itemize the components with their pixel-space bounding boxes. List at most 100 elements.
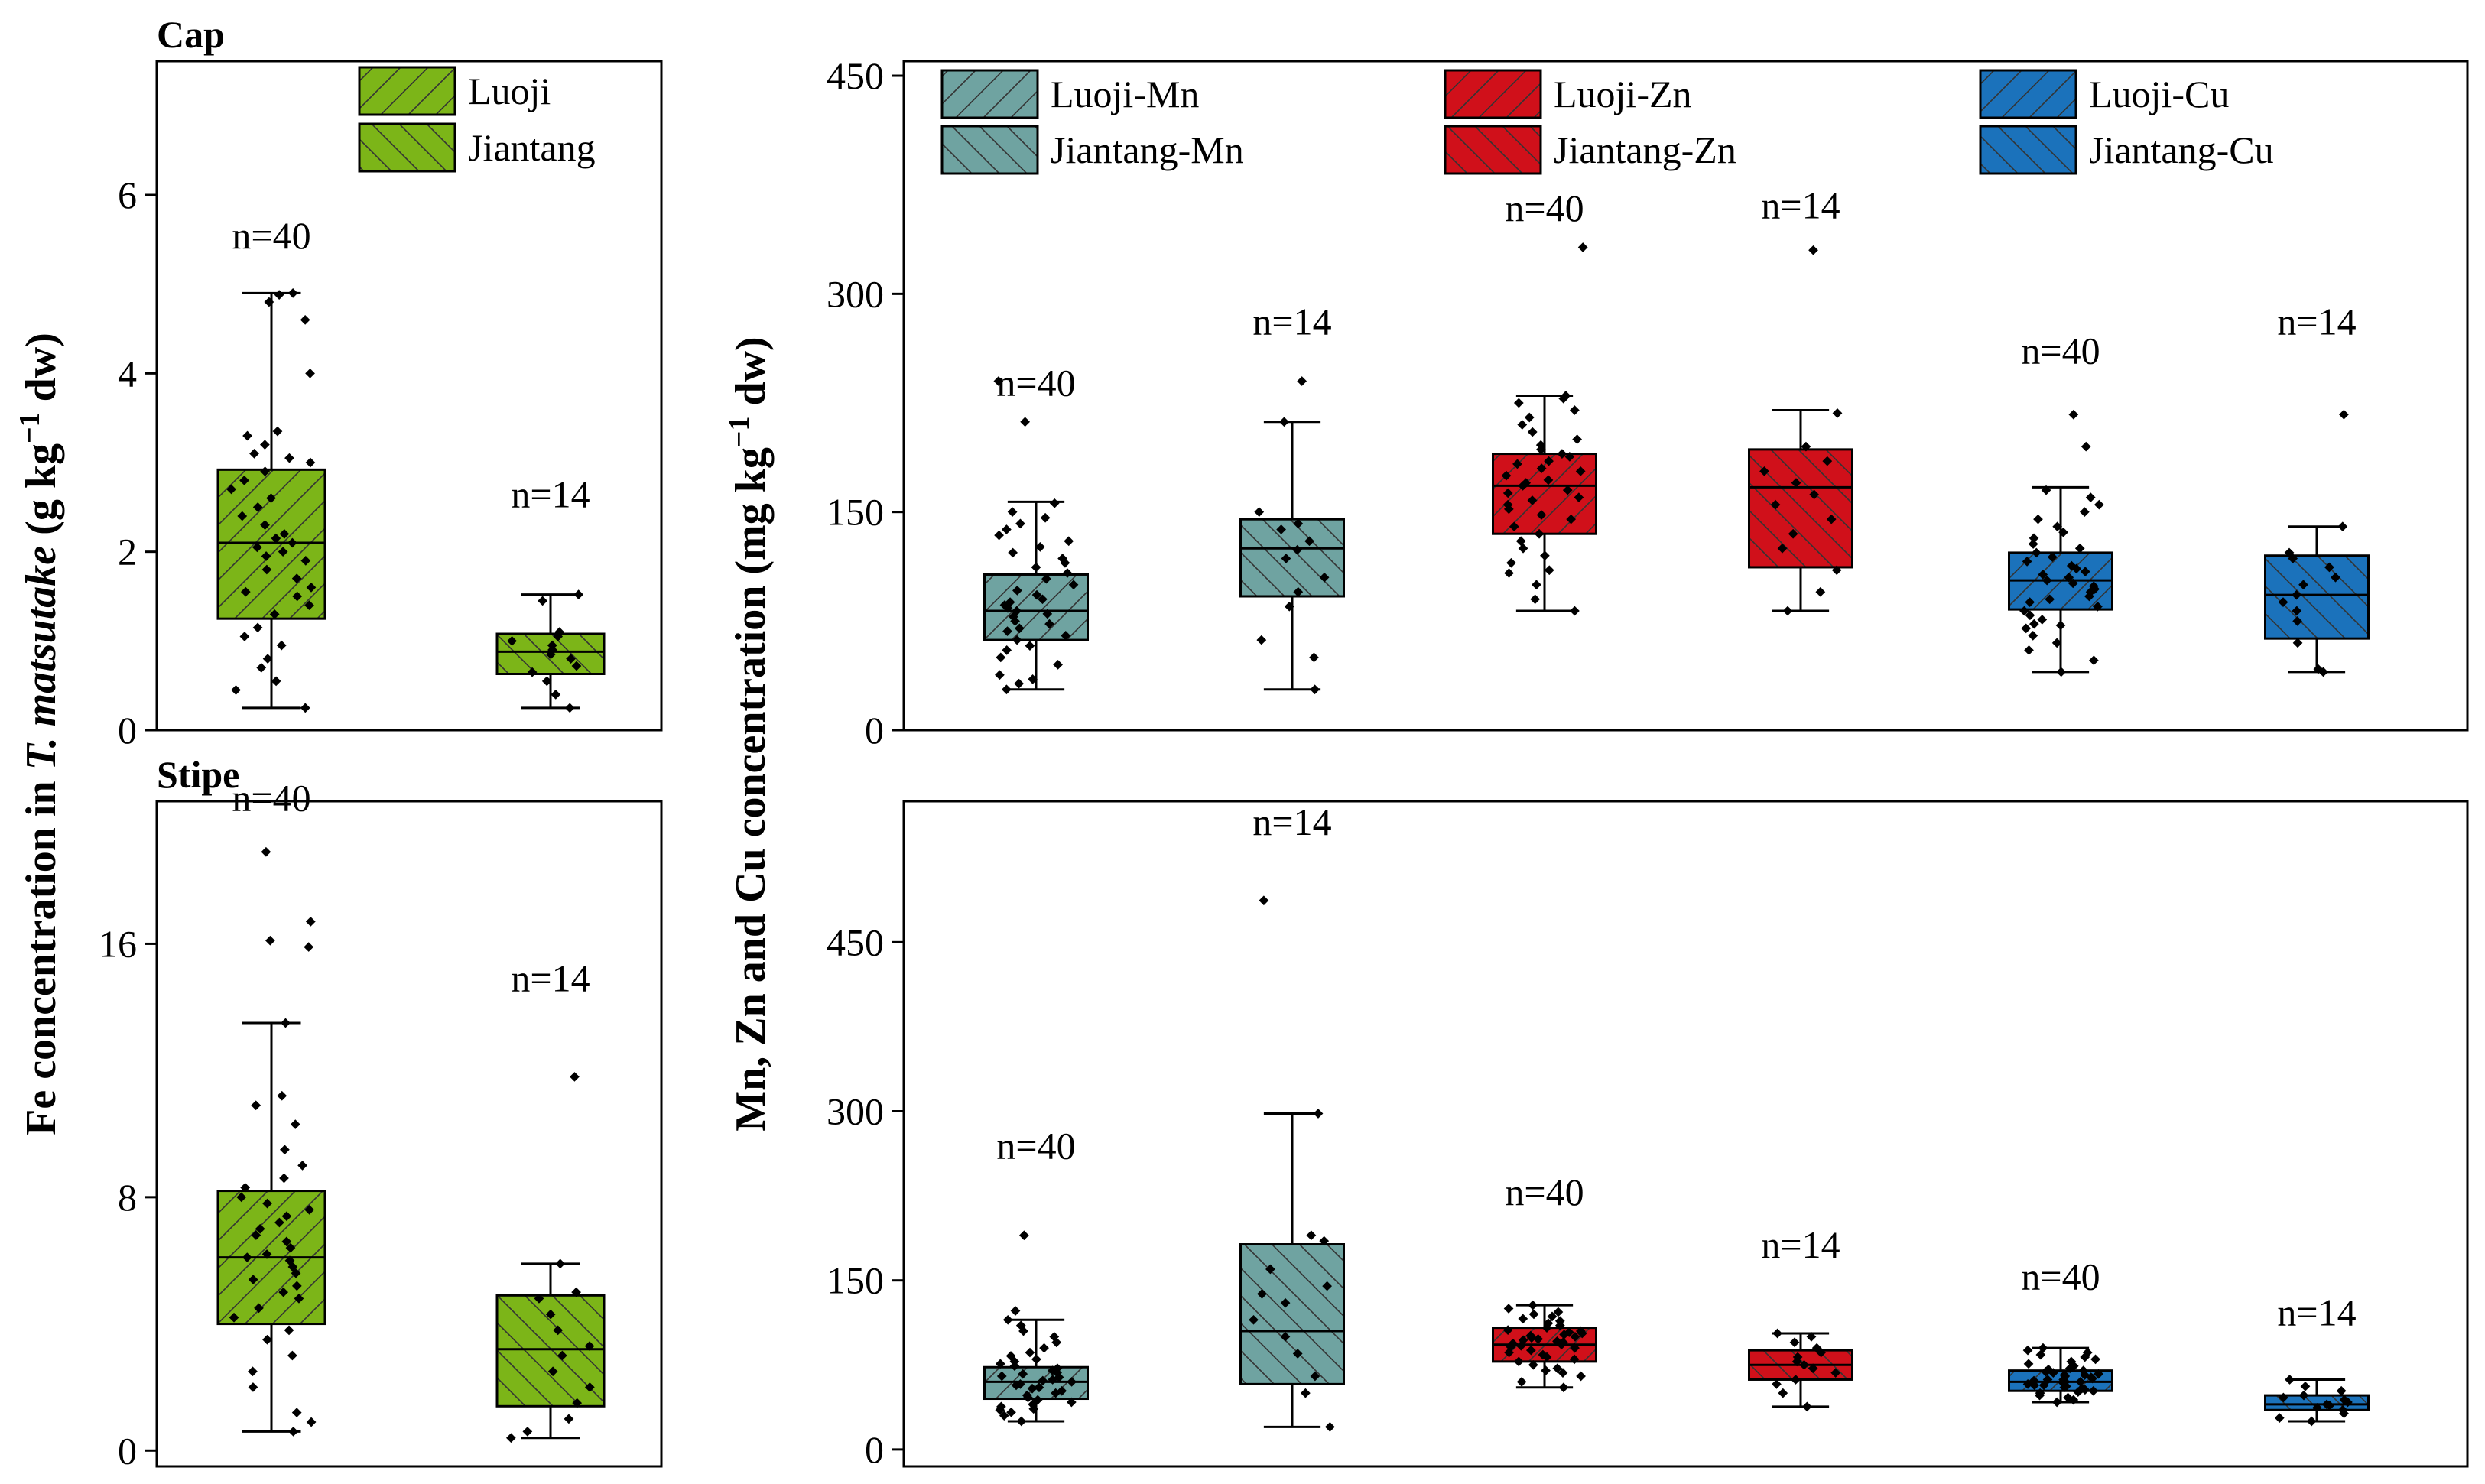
data-point [1808, 245, 1818, 255]
plot-frame [155, 800, 663, 1468]
data-point [1064, 536, 1074, 547]
data-point [1538, 1349, 1548, 1360]
data-point [1002, 684, 1012, 695]
data-point [564, 1414, 574, 1424]
series-luoji-zn: n=40 [1492, 1171, 1597, 1393]
data-point [996, 1371, 1007, 1382]
y-axis-title-fe-pre: Fe concentration in [18, 770, 65, 1135]
data-point [1025, 1347, 1035, 1358]
data-point [2339, 1395, 2350, 1405]
data-point [1309, 652, 1319, 663]
box [216, 468, 326, 620]
data-point [1558, 1382, 1569, 1393]
n-label: n=14 [1252, 800, 1331, 843]
data-point [2045, 594, 2055, 605]
data-point [2066, 1356, 2077, 1367]
data-point [1504, 568, 1514, 578]
data-point [2284, 547, 2295, 558]
data-point [1014, 678, 1025, 689]
data-point [1049, 1332, 1060, 1342]
box [1239, 1243, 1345, 1385]
data-point [1039, 1343, 1049, 1353]
series-jiantang-mn: n=14 [1239, 800, 1345, 1432]
data-point [1528, 1309, 1539, 1320]
data-point [305, 368, 315, 378]
data-point [1516, 1377, 1527, 1387]
data-point [2037, 615, 2048, 625]
data-point [1018, 1369, 1028, 1379]
legend-label: Luoji-Zn [1554, 73, 1692, 115]
data-point [995, 1359, 1005, 1369]
data-point [1031, 1354, 1041, 1365]
data-point [1566, 514, 1576, 524]
data-point [1032, 1395, 1043, 1405]
data-point [1067, 1377, 1077, 1387]
n-label: n=40 [996, 1124, 1075, 1167]
data-point [1016, 1416, 1027, 1427]
data-point [564, 703, 575, 713]
data-point [1038, 1375, 1048, 1386]
data-point [2029, 533, 2039, 544]
legend-label: Jiantang-Zn [1554, 128, 1736, 171]
y-tick-label: 300 [827, 1090, 884, 1133]
n-label: n=40 [232, 776, 310, 819]
data-point [1540, 550, 1550, 561]
data-point [1789, 1337, 1800, 1348]
data-point [1770, 499, 1781, 510]
data-point [2077, 1383, 2087, 1394]
data-point [1513, 398, 1524, 408]
data-point [2278, 597, 2288, 607]
data-point [1570, 1343, 1580, 1353]
data-point [1826, 514, 1837, 524]
y-axis-title-mn-sup: −1 [723, 417, 755, 448]
data-point [1508, 1338, 1519, 1349]
n-label: n=14 [511, 957, 590, 1000]
data-point [249, 448, 259, 459]
y-tick-label: 0 [865, 1428, 884, 1471]
data-point [2041, 485, 2051, 495]
data-point [2068, 578, 2078, 589]
data-point [2021, 623, 2032, 634]
data-point [1002, 1314, 1013, 1325]
data-point [1506, 557, 1516, 568]
data-point [2025, 597, 2035, 607]
series-jiantang-mn: n=14 [1239, 300, 1345, 695]
data-point [1792, 1352, 1803, 1362]
y-tick-label: 8 [118, 1176, 137, 1219]
data-point [305, 457, 316, 468]
data-point [1292, 1349, 1303, 1359]
data-point [2028, 630, 2038, 641]
data-point [2088, 655, 2099, 666]
y-tick-label: 0 [118, 709, 137, 752]
data-point [1310, 1371, 1320, 1382]
data-point [1008, 547, 1018, 558]
legend-swatch [1444, 69, 1542, 119]
series-jiantang-cu: n=14 [2264, 300, 2370, 677]
data-point [1015, 1320, 1026, 1331]
data-point [1533, 1334, 1544, 1344]
y-tick-label: 300 [827, 272, 884, 315]
data-point [1034, 1382, 1044, 1393]
data-point [287, 1350, 297, 1361]
data-point [1772, 1378, 1782, 1389]
data-point [2080, 567, 2090, 577]
data-point [2285, 1375, 2295, 1385]
data-point [1527, 427, 1538, 437]
y-axis-title-fe-species: T. matsutake [18, 546, 65, 771]
data-point [1280, 1332, 1291, 1342]
data-point [2031, 547, 2042, 558]
data-point [1503, 1304, 1514, 1314]
data-point [1830, 1368, 1841, 1378]
data-point [2079, 507, 2090, 518]
data-point [555, 1258, 566, 1269]
data-point [1547, 1311, 1558, 1322]
data-point [264, 297, 274, 307]
data-point [1569, 1354, 1580, 1365]
data-point [1066, 1397, 1077, 1408]
data-point [538, 596, 548, 606]
data-point [2306, 1416, 2317, 1427]
data-point [1574, 492, 1584, 503]
series-luoji-cu: n=40 [2008, 330, 2113, 677]
data-point [276, 640, 287, 651]
data-point [231, 685, 241, 695]
